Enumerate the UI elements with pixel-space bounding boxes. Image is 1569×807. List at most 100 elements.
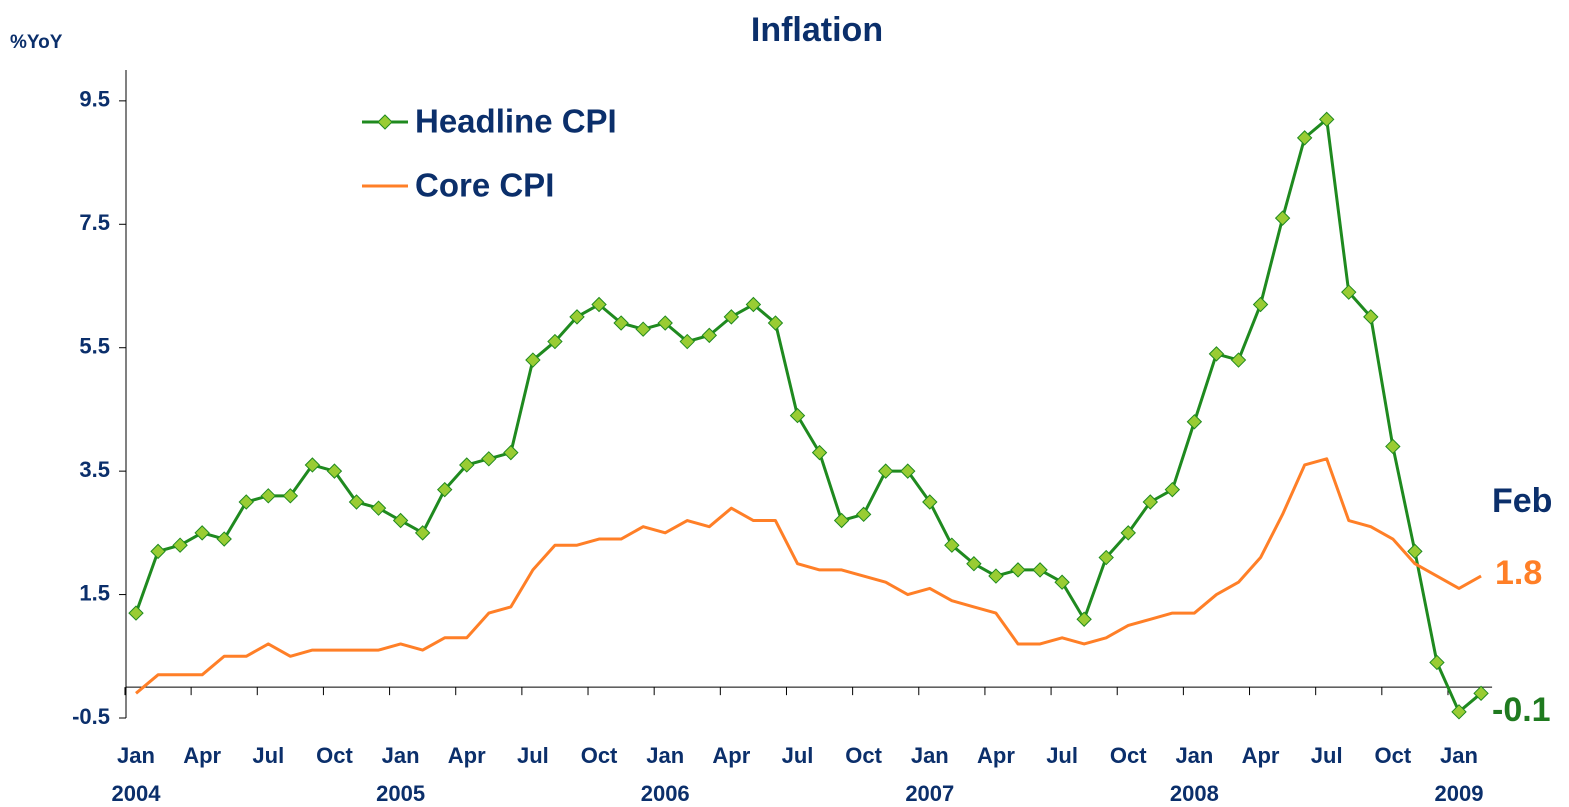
marker bbox=[194, 525, 210, 541]
y-tick-label: 3.5 bbox=[79, 457, 110, 482]
year-label: 2006 bbox=[641, 781, 690, 806]
x-tick-label: Jan bbox=[646, 743, 684, 768]
marker bbox=[745, 296, 762, 313]
marker bbox=[216, 531, 232, 547]
x-tick-label: Apr bbox=[977, 743, 1015, 768]
marker bbox=[1252, 296, 1269, 313]
marker bbox=[370, 500, 387, 516]
marker bbox=[1208, 346, 1225, 362]
marker bbox=[1341, 284, 1357, 300]
annotation: Feb bbox=[1492, 482, 1552, 520]
legend-label: Headline CPI bbox=[415, 103, 617, 140]
marker bbox=[723, 309, 740, 325]
marker bbox=[569, 309, 585, 325]
marker bbox=[1010, 562, 1026, 578]
x-tick-label: Jul bbox=[517, 743, 549, 768]
marker bbox=[459, 457, 475, 473]
marker bbox=[944, 537, 960, 553]
y-tick-label: -0.5 bbox=[72, 704, 110, 729]
x-tick-label: Apr bbox=[712, 743, 750, 768]
marker bbox=[525, 352, 541, 368]
marker bbox=[503, 444, 519, 461]
marker bbox=[150, 543, 166, 560]
marker bbox=[547, 333, 563, 350]
x-tick-label: Jul bbox=[1311, 743, 1343, 768]
marker bbox=[613, 315, 629, 331]
marker bbox=[988, 568, 1004, 584]
marker bbox=[1274, 210, 1291, 226]
y-axis-label: %YoY bbox=[10, 32, 63, 53]
year-label: 2007 bbox=[905, 781, 954, 806]
marker bbox=[128, 605, 144, 621]
x-tick-label: Jan bbox=[1175, 743, 1213, 768]
y-tick-label: 5.5 bbox=[79, 334, 110, 359]
marker bbox=[1164, 481, 1181, 498]
marker bbox=[1473, 685, 1489, 702]
y-tick-label: 1.5 bbox=[79, 580, 110, 605]
year-label: 2008 bbox=[1170, 781, 1219, 806]
marker bbox=[1230, 352, 1247, 368]
marker bbox=[591, 296, 607, 313]
x-tick-label: Jan bbox=[911, 743, 949, 768]
marker bbox=[635, 321, 651, 337]
x-tick-label: Jan bbox=[1440, 743, 1478, 768]
x-tick-label: Jul bbox=[782, 743, 814, 768]
x-tick-label: Apr bbox=[448, 743, 486, 768]
x-tick-label: Apr bbox=[1242, 743, 1280, 768]
x-tick-label: Oct bbox=[1375, 743, 1412, 768]
marker bbox=[1076, 611, 1092, 627]
marker bbox=[1429, 654, 1445, 671]
marker bbox=[348, 494, 365, 510]
marker bbox=[282, 488, 299, 504]
marker bbox=[238, 494, 254, 510]
marker bbox=[1385, 438, 1401, 455]
marker bbox=[1032, 562, 1048, 578]
legend-label: Core CPI bbox=[415, 167, 554, 204]
x-tick-label: Jan bbox=[117, 743, 155, 768]
marker bbox=[1120, 525, 1136, 541]
series-line bbox=[135, 457, 1482, 695]
marker bbox=[900, 463, 916, 479]
y-tick-label: 9.5 bbox=[79, 87, 110, 112]
marker bbox=[1054, 574, 1070, 590]
chart-title: Inflation bbox=[751, 11, 883, 49]
marker bbox=[172, 537, 188, 553]
legend-marker bbox=[377, 114, 393, 130]
marker bbox=[260, 488, 277, 504]
marker bbox=[811, 444, 828, 461]
y-tick-label: 7.5 bbox=[79, 210, 110, 235]
x-tick-label: Apr bbox=[183, 743, 221, 768]
annotation: 1.8 bbox=[1495, 554, 1542, 592]
marker bbox=[789, 407, 806, 424]
marker bbox=[436, 481, 453, 498]
marker bbox=[1451, 704, 1467, 720]
series-line bbox=[134, 117, 1483, 714]
marker bbox=[679, 333, 695, 350]
x-tick-label: Oct bbox=[316, 743, 353, 768]
marker bbox=[1363, 309, 1379, 325]
marker bbox=[701, 327, 718, 344]
marker bbox=[1407, 543, 1423, 560]
marker bbox=[1296, 130, 1313, 146]
year-label: 2004 bbox=[112, 781, 162, 806]
x-tick-label: Oct bbox=[581, 743, 618, 768]
marker bbox=[1142, 494, 1159, 510]
marker bbox=[414, 525, 431, 541]
annotation: -0.1 bbox=[1492, 691, 1551, 729]
marker bbox=[922, 494, 938, 510]
x-tick-label: Jul bbox=[1046, 743, 1078, 768]
x-tick-label: Oct bbox=[1110, 743, 1147, 768]
marker bbox=[833, 512, 850, 529]
marker bbox=[1186, 414, 1203, 430]
year-label: 2009 bbox=[1435, 781, 1484, 806]
marker bbox=[855, 506, 872, 523]
marker bbox=[1098, 549, 1114, 566]
marker bbox=[966, 556, 982, 572]
marker bbox=[392, 512, 409, 529]
marker bbox=[326, 463, 343, 479]
marker bbox=[481, 451, 497, 467]
marker bbox=[1318, 111, 1335, 128]
marker bbox=[767, 315, 784, 331]
marker bbox=[657, 315, 673, 331]
